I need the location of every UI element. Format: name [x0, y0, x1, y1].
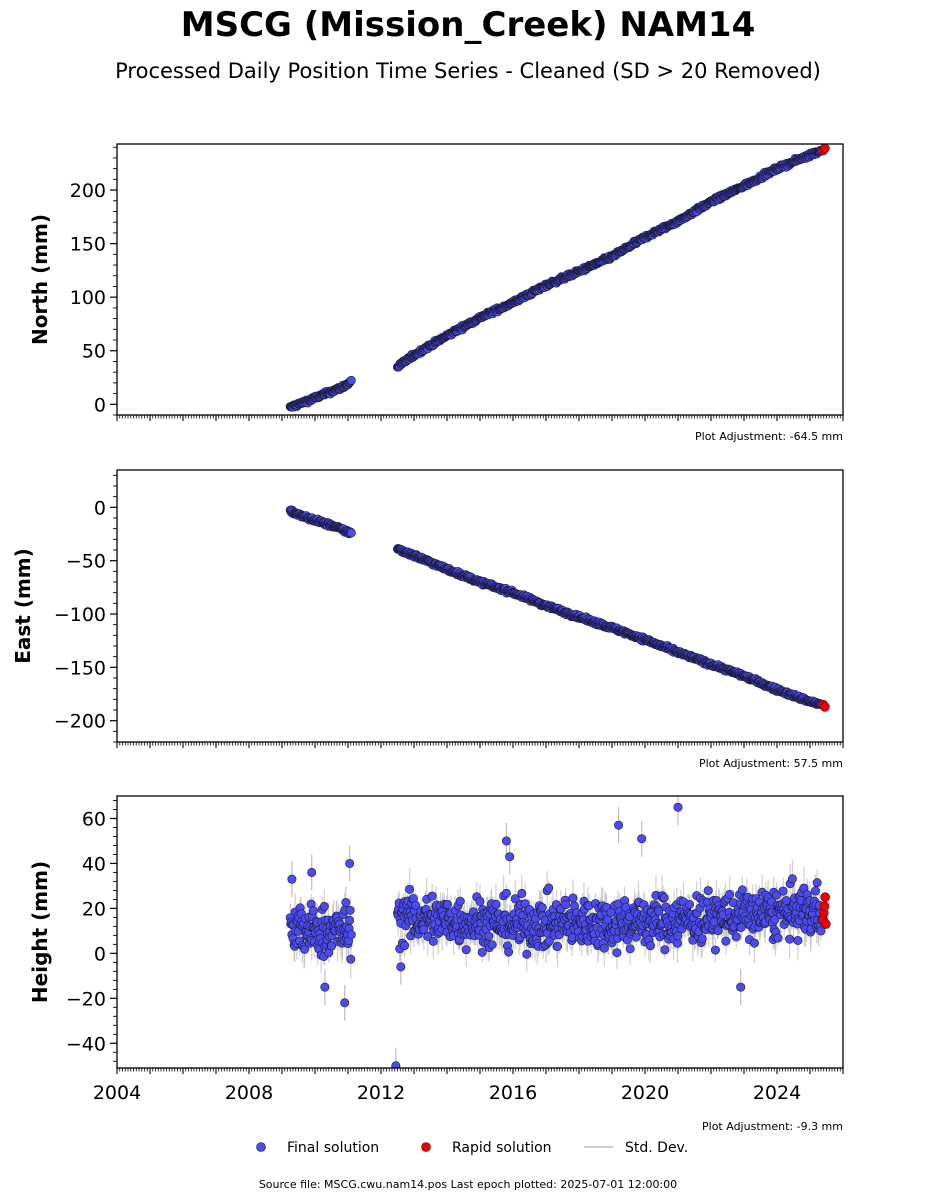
east-y-axis: −200 −150 −100 −50 0: [54, 474, 117, 743]
north-plot-adjustment: Plot Adjustment: -64.5 mm: [695, 430, 843, 443]
north-y-axis-label: North (mm): [28, 214, 52, 345]
chart-title: MSCG (Mission_Creek) NAM14: [181, 5, 755, 45]
north-final-point: [346, 375, 356, 385]
north-y-axis: 0 50 100 150 200: [70, 146, 117, 416]
north-y-tick-label: 200: [70, 180, 106, 202]
east-plot-area: [285, 505, 830, 712]
east-final-points: [285, 505, 827, 709]
east-x-axis: [116, 742, 844, 748]
east-y-tick-label: −50: [66, 551, 106, 573]
east-final-point: [346, 528, 356, 538]
north-y-tick-label: 50: [82, 341, 106, 363]
north-rapid-point: [820, 144, 830, 154]
height-plot-area: [285, 796, 831, 1068]
north-plot-area: [285, 144, 830, 412]
east-y-axis-label: East (mm): [11, 548, 35, 664]
east-rapid-point: [820, 701, 830, 712]
east-axes-frame: [116, 469, 844, 743]
chart-subtitle: Processed Daily Position Time Series - C…: [115, 59, 821, 83]
east-y-tick-label: 0: [94, 497, 106, 519]
east-panel: −200 −150 −100 −50 0 East (mm) Plot Adjustment…: [11, 469, 844, 770]
north-panel: 0 50 100 150 200 North (mm) Plot Adjustment: -…: [28, 143, 844, 443]
east-rapid-points: [818, 699, 830, 712]
north-final-points: [285, 145, 827, 412]
north-rapid-points: [818, 144, 830, 156]
east-plot-adjustment: Plot Adjustment: 57.5 mm: [699, 757, 843, 770]
east-y-tick-label: −100: [54, 604, 106, 626]
north-y-tick-label: 100: [70, 287, 106, 309]
north-y-tick-label: 150: [70, 234, 106, 256]
east-y-tick-label: −200: [54, 711, 106, 733]
north-y-tick-label: 0: [94, 394, 106, 416]
north-axes-frame: [116, 143, 844, 416]
east-y-tick-label: −150: [54, 657, 106, 679]
north-x-axis: [116, 415, 844, 421]
